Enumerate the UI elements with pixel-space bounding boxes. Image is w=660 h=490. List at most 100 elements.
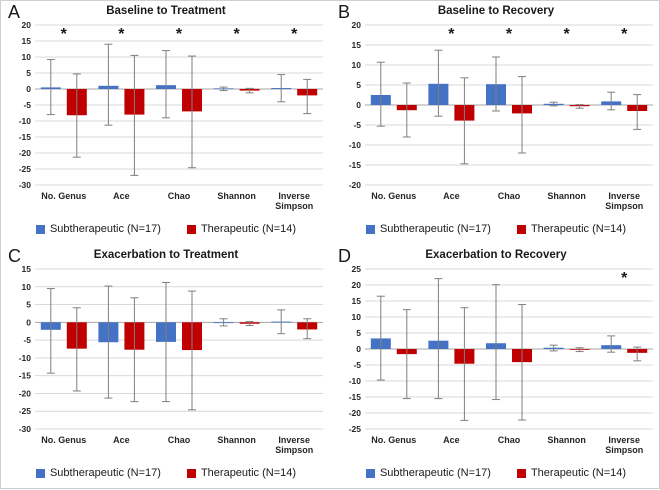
svg-text:*: * bbox=[448, 26, 455, 43]
bar-chart-baseline-to-recovery: 20 15 10 5 0 -5 -10 -15 -20 No. Genus * Ace * Chao * Sh… bbox=[349, 21, 653, 211]
bar-chart-exacerbation-to-recovery: 25 20 15 10 5 0 -5 -10 -15 -20 -25 No. Genus Ace Chao… bbox=[349, 265, 653, 455]
legend-item-subtherapeutic: Subtherapeutic (N=17) bbox=[35, 467, 161, 479]
svg-text:-10: -10 bbox=[19, 353, 32, 363]
legend: Subtherapeutic (N=17) Therapeutic (N=14) bbox=[331, 217, 660, 241]
svg-text:Ace: Ace bbox=[113, 191, 130, 201]
svg-text:*: * bbox=[621, 26, 628, 43]
panel-d-header: D Exacerbation to Recovery bbox=[331, 245, 660, 266]
svg-text:*: * bbox=[61, 26, 68, 43]
svg-text:-5: -5 bbox=[353, 120, 361, 130]
legend-swatch-therapeutic-icon bbox=[516, 468, 526, 478]
bar-chart-baseline-to-treatment: 20 15 10 5 0 -5 -10 -15 -20 -25 -30 * No. Genus * Ace *… bbox=[19, 21, 323, 211]
panel-title: Exacerbation to Treatment bbox=[93, 249, 239, 261]
panel-title: Exacerbation to Recovery bbox=[425, 249, 567, 261]
panel-b-baseline-to-recovery: B Baseline to Recovery 20 15 10 5 0 -5 -10 -15 -… bbox=[331, 1, 660, 245]
svg-text:10: 10 bbox=[352, 312, 362, 322]
svg-text:5: 5 bbox=[356, 328, 361, 338]
svg-text:*: * bbox=[621, 270, 628, 287]
svg-text:Chao: Chao bbox=[168, 191, 191, 201]
svg-text:-30: -30 bbox=[19, 180, 32, 190]
panel-letter: A bbox=[8, 2, 21, 22]
legend-label-subtherapeutic: Subtherapeutic (N=17) bbox=[49, 467, 161, 479]
panel-letter: D bbox=[338, 246, 351, 266]
panel-b-header: B Baseline to Recovery bbox=[331, 1, 660, 22]
svg-text:20: 20 bbox=[352, 280, 362, 290]
svg-text:Chao: Chao bbox=[498, 435, 521, 445]
legend: Subtherapeutic (N=17) Therapeutic (N=14) bbox=[1, 217, 331, 241]
svg-text:-25: -25 bbox=[349, 424, 362, 434]
svg-text:Shannon: Shannon bbox=[217, 435, 256, 445]
svg-text:20: 20 bbox=[352, 21, 362, 30]
svg-text:-15: -15 bbox=[349, 392, 362, 402]
legend-item-therapeutic: Therapeutic (N=14) bbox=[186, 223, 297, 235]
svg-text:*: * bbox=[118, 26, 125, 43]
legend: Subtherapeutic (N=17) Therapeutic (N=14) bbox=[331, 461, 660, 485]
svg-text:10: 10 bbox=[352, 60, 362, 70]
panel-title: Baseline to Recovery bbox=[437, 5, 555, 17]
svg-text:0: 0 bbox=[356, 100, 361, 110]
svg-text:15: 15 bbox=[22, 36, 32, 46]
legend-label-subtherapeutic: Subtherapeutic (N=17) bbox=[49, 223, 161, 235]
panel-letter: B bbox=[338, 2, 351, 22]
svg-text:5: 5 bbox=[26, 68, 31, 78]
svg-text:-10: -10 bbox=[349, 140, 362, 150]
svg-text:Inverse: Inverse bbox=[608, 191, 640, 201]
legend-item-subtherapeutic: Subtherapeutic (N=17) bbox=[365, 223, 491, 235]
svg-text:No. Genus: No. Genus bbox=[371, 435, 416, 445]
svg-text:0: 0 bbox=[356, 344, 361, 354]
svg-text:Simpson: Simpson bbox=[605, 445, 643, 455]
svg-text:15: 15 bbox=[22, 265, 32, 274]
svg-text:5: 5 bbox=[26, 300, 31, 310]
panel-d-exacerbation-to-recovery: D Exacerbation to Recovery 25 20 15 10 5 0 -5 -… bbox=[331, 245, 660, 490]
legend-label-therapeutic: Therapeutic (N=14) bbox=[530, 223, 627, 235]
svg-text:Ace: Ace bbox=[443, 435, 460, 445]
svg-text:No. Genus: No. Genus bbox=[371, 191, 416, 201]
legend-label-therapeutic: Therapeutic (N=14) bbox=[530, 467, 627, 479]
svg-text:No. Genus: No. Genus bbox=[41, 191, 86, 201]
legend-item-subtherapeutic: Subtherapeutic (N=17) bbox=[35, 223, 161, 235]
legend-item-subtherapeutic: Subtherapeutic (N=17) bbox=[365, 467, 491, 479]
svg-text:Simpson: Simpson bbox=[605, 201, 643, 211]
svg-text:-5: -5 bbox=[353, 360, 361, 370]
svg-text:-15: -15 bbox=[19, 132, 32, 142]
legend-swatch-therapeutic-icon bbox=[516, 224, 526, 234]
panel-letter: C bbox=[8, 246, 21, 266]
svg-text:-15: -15 bbox=[349, 160, 362, 170]
svg-text:-20: -20 bbox=[19, 148, 32, 158]
svg-text:Inverse: Inverse bbox=[608, 435, 640, 445]
legend-label-subtherapeutic: Subtherapeutic (N=17) bbox=[379, 467, 491, 479]
svg-text:10: 10 bbox=[22, 282, 32, 292]
legend-label-therapeutic: Therapeutic (N=14) bbox=[200, 467, 297, 479]
svg-text:-5: -5 bbox=[23, 335, 31, 345]
svg-text:-20: -20 bbox=[349, 408, 362, 418]
svg-text:-25: -25 bbox=[19, 164, 32, 174]
svg-text:Inverse: Inverse bbox=[278, 191, 310, 201]
legend-swatch-therapeutic-icon bbox=[186, 224, 196, 234]
legend-swatch-subtherapeutic-icon bbox=[365, 468, 375, 478]
svg-text:Ace: Ace bbox=[443, 191, 460, 201]
svg-text:No. Genus: No. Genus bbox=[41, 435, 86, 445]
bar-chart-exacerbation-to-treatment: 15 10 5 0 -5 -10 -15 -20 -25 -30 No. Genus Ace Chao S… bbox=[19, 265, 323, 455]
svg-text:*: * bbox=[233, 26, 240, 43]
legend-label-subtherapeutic: Subtherapeutic (N=17) bbox=[379, 223, 491, 235]
panel-c-exacerbation-to-treatment: C Exacerbation to Treatment 15 10 5 0 -5 -10 -… bbox=[1, 245, 331, 490]
legend-swatch-therapeutic-icon bbox=[186, 468, 196, 478]
panel-a-header: A Baseline to Treatment bbox=[1, 1, 331, 22]
svg-text:-15: -15 bbox=[19, 371, 32, 381]
svg-text:*: * bbox=[563, 26, 570, 43]
svg-text:-5: -5 bbox=[23, 100, 31, 110]
svg-text:15: 15 bbox=[352, 296, 362, 306]
panel-c-header: C Exacerbation to Treatment bbox=[1, 245, 331, 266]
legend-item-therapeutic: Therapeutic (N=14) bbox=[186, 467, 297, 479]
svg-text:Simpson: Simpson bbox=[275, 445, 313, 455]
legend-swatch-subtherapeutic-icon bbox=[35, 224, 45, 234]
legend-item-therapeutic: Therapeutic (N=14) bbox=[516, 223, 627, 235]
svg-text:*: * bbox=[291, 26, 298, 43]
legend-item-therapeutic: Therapeutic (N=14) bbox=[516, 467, 627, 479]
svg-text:-20: -20 bbox=[19, 388, 32, 398]
legend: Subtherapeutic (N=17) Therapeutic (N=14) bbox=[1, 461, 331, 485]
svg-text:*: * bbox=[176, 26, 183, 43]
legend-label-therapeutic: Therapeutic (N=14) bbox=[200, 223, 297, 235]
svg-text:25: 25 bbox=[352, 265, 362, 274]
